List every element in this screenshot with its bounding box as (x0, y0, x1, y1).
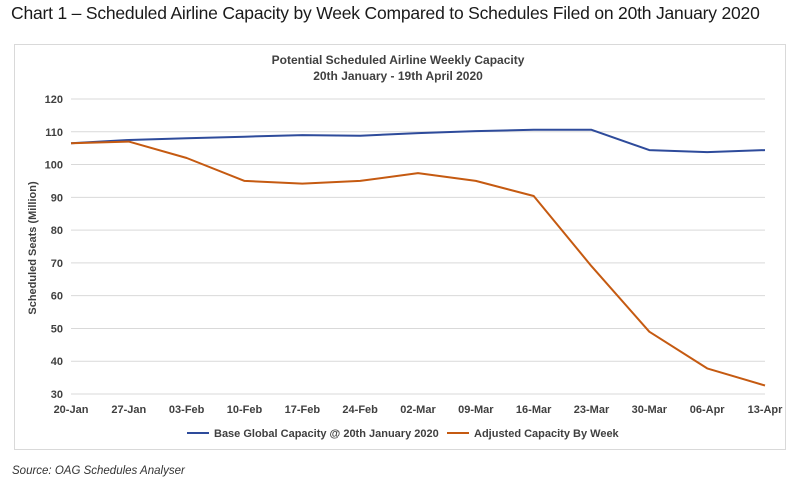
line-chart: Potential Scheduled Airline Weekly Capac… (27, 53, 784, 440)
x-tick-label: 24-Feb (342, 404, 378, 416)
legend-label: Adjusted Capacity By Week (474, 428, 620, 440)
x-tick-label: 10-Feb (227, 404, 263, 416)
x-tick-label: 13-Apr (748, 404, 784, 416)
series-lines (70, 128, 766, 387)
x-tick-label: 27-Jan (111, 404, 146, 416)
x-tick-label: 09-Mar (458, 404, 494, 416)
x-tick-label: 17-Feb (285, 404, 321, 416)
y-tick-label: 50 (51, 323, 63, 335)
legend: Base Global Capacity @ 20th January 2020… (187, 428, 620, 440)
source-note: Source: OAG Schedules Analyser (12, 465, 185, 477)
y-tick-label: 40 (51, 356, 63, 368)
y-tick-label: 110 (45, 127, 63, 139)
y-axis-label: Scheduled Seats (Million) (27, 181, 39, 315)
x-tick-label: 06-Apr (690, 404, 726, 416)
page-heading: Chart 1 – Scheduled Airline Capacity by … (11, 3, 760, 23)
x-tick-label: 02-Mar (400, 404, 436, 416)
x-tick-label: 16-Mar (516, 404, 552, 416)
y-tick-label: 100 (45, 160, 63, 172)
gridlines (71, 98, 765, 395)
x-tick-labels: 20-Jan 27-Jan 03-Feb 10-Feb 17-Feb 24-Feb 02-M… (54, 404, 784, 416)
y-tick-label: 80 (51, 225, 63, 237)
y-tick-label: 120 (45, 94, 63, 106)
chart-subtitle: 20th January - 19th April 2020 (313, 69, 483, 83)
x-tick-label: 03-Feb (169, 404, 205, 416)
y-tick-labels: 30 40 50 60 70 80 90 100 110 120 (45, 94, 63, 401)
x-tick-label: 30-Mar (632, 404, 668, 416)
y-tick-label: 30 (51, 389, 63, 401)
x-tick-label: 23-Mar (574, 404, 610, 416)
x-tick-label: 20-Jan (54, 404, 89, 416)
series-line-2 (70, 140, 766, 387)
y-tick-label: 70 (51, 258, 63, 270)
chart-title: Potential Scheduled Airline Weekly Capac… (272, 53, 525, 67)
series-line-1 (70, 128, 766, 154)
y-tick-label: 90 (51, 192, 63, 204)
chart-frame: Potential Scheduled Airline Weekly Capac… (14, 44, 786, 450)
legend-label: Base Global Capacity @ 20th January 2020 (214, 428, 439, 440)
y-tick-label: 60 (51, 291, 63, 303)
